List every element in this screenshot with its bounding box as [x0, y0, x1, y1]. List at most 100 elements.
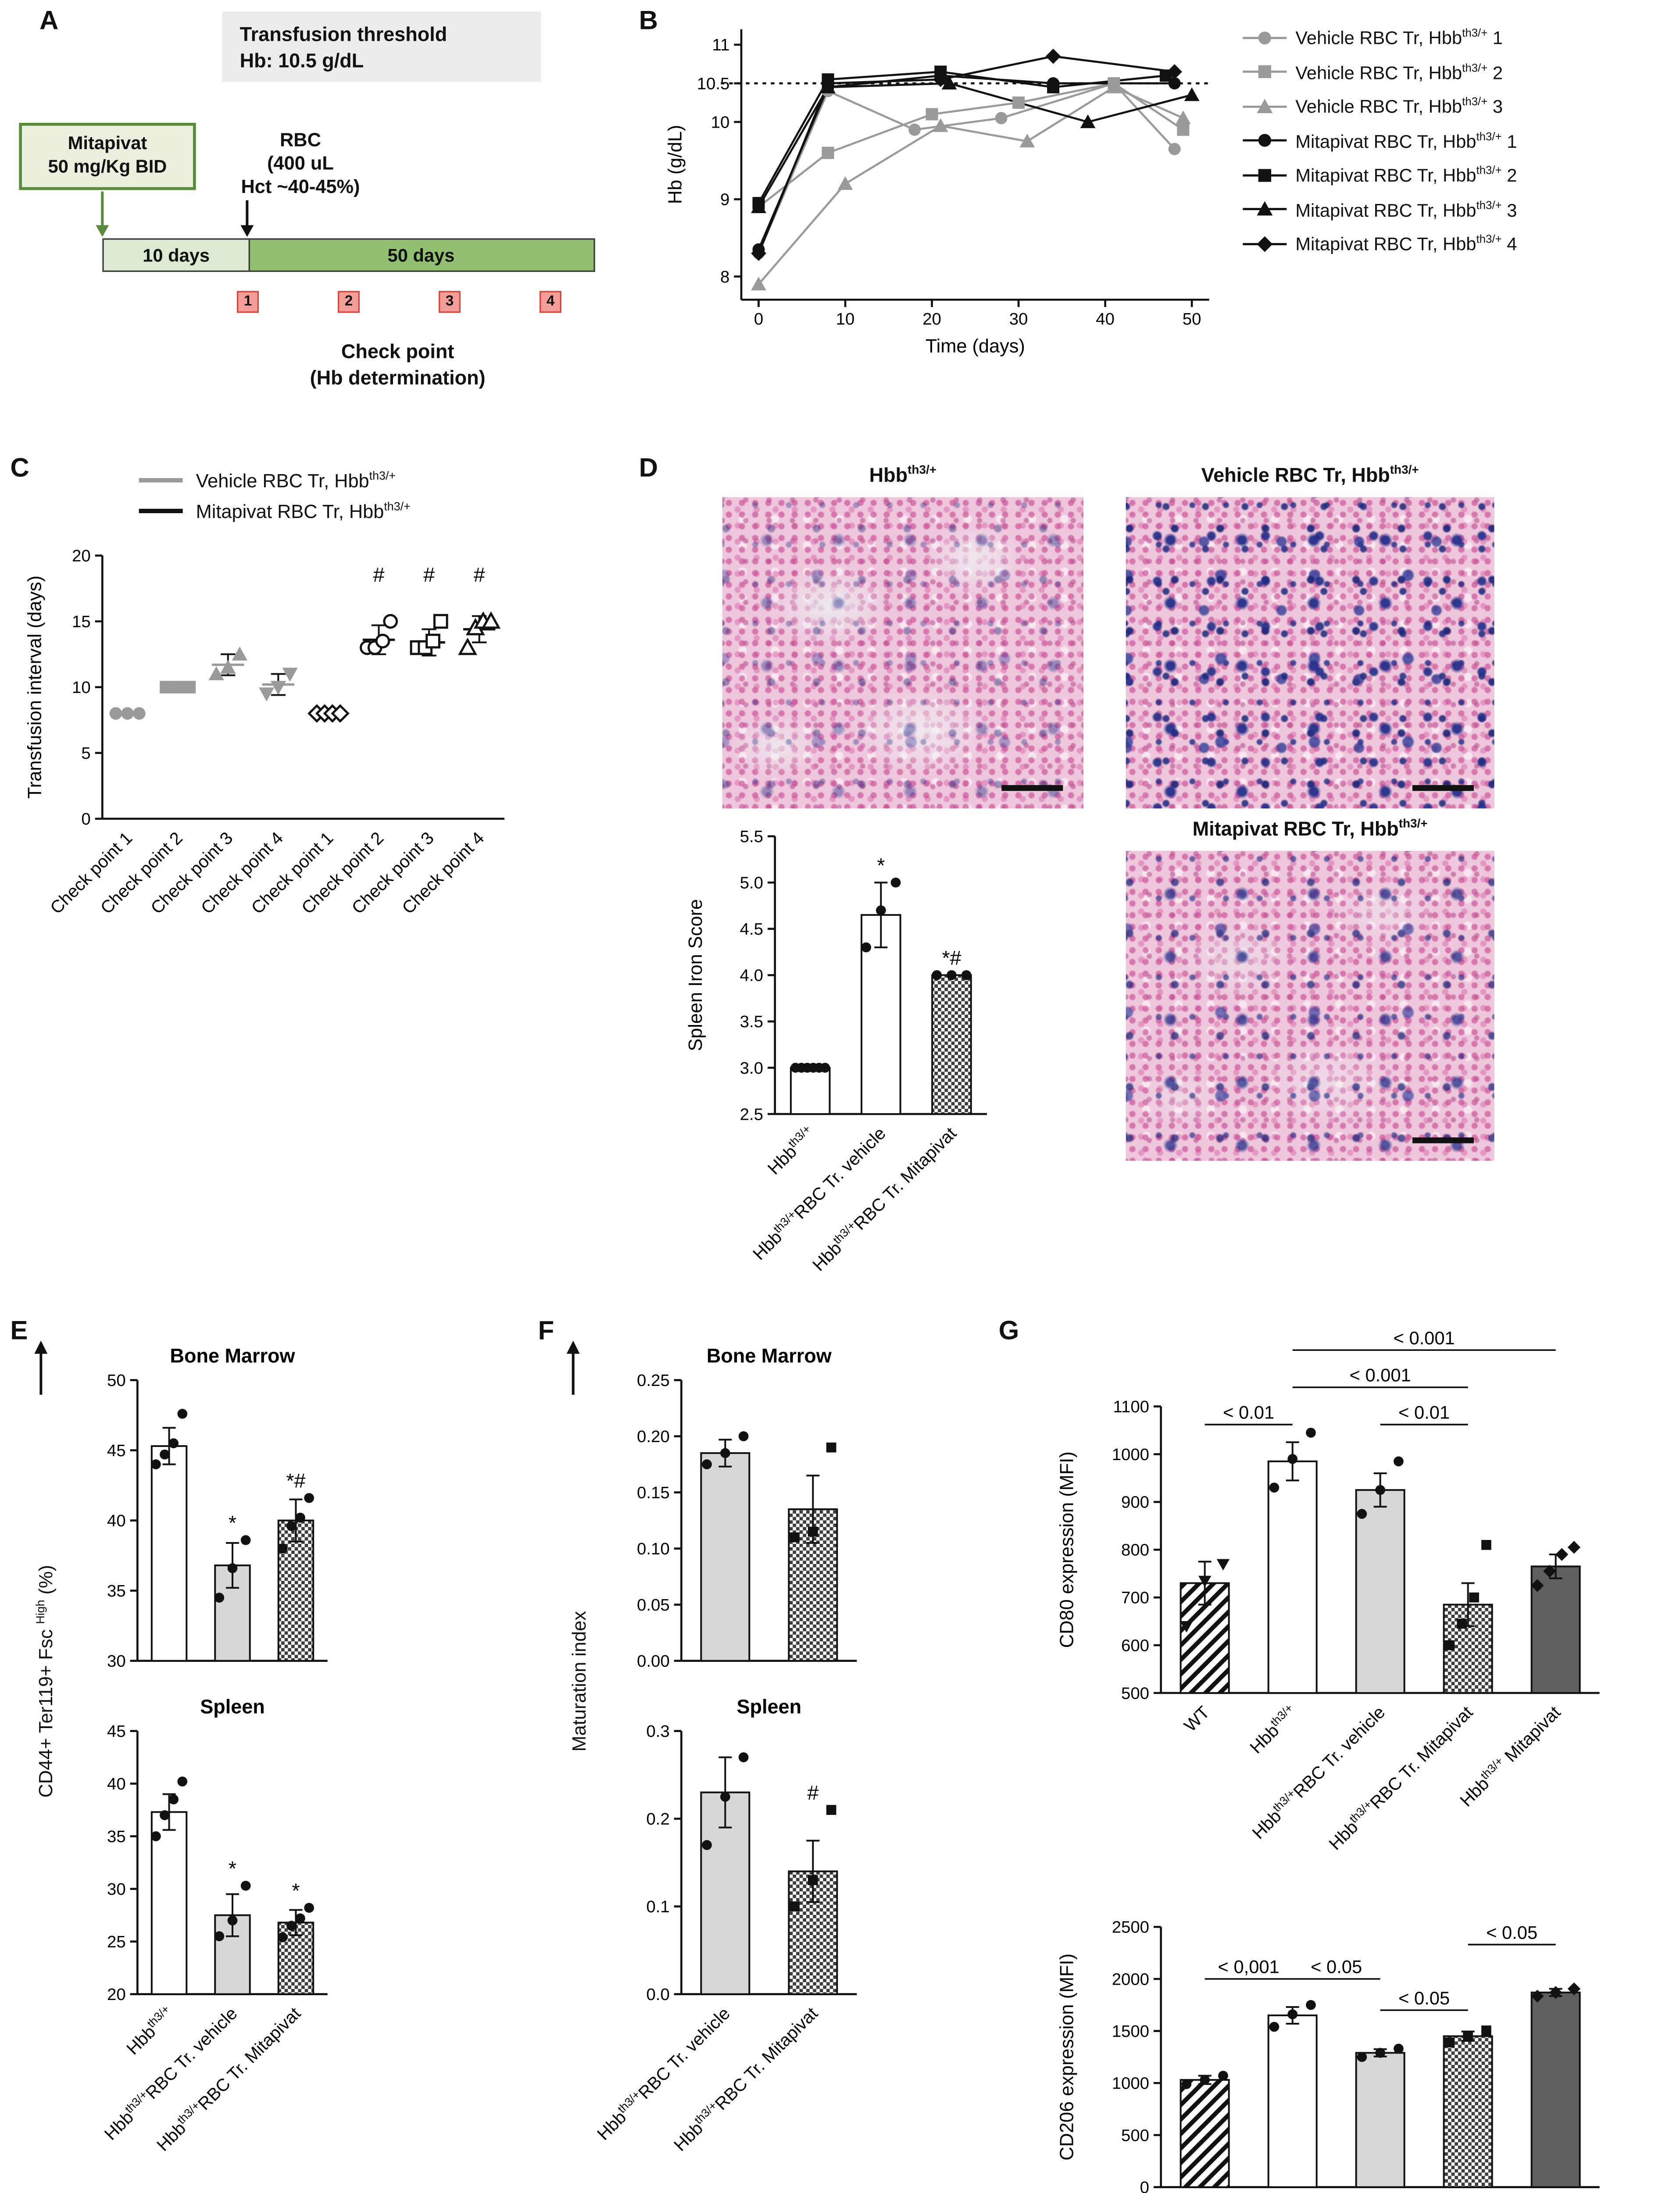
svg-text:Transfusion interval (days): Transfusion interval (days)	[24, 575, 45, 799]
svg-text:< 0.01: < 0.01	[1223, 1402, 1274, 1423]
checkpoint-caption-line2: (Hb determination)	[310, 366, 486, 389]
svg-text:< 0.05: < 0.05	[1311, 1957, 1362, 1977]
histology-image-mitapivat	[1126, 850, 1494, 1161]
svg-text:0.3: 0.3	[646, 1722, 669, 1741]
svg-text:1100: 1100	[1113, 1397, 1149, 1416]
svg-text:0.00: 0.00	[637, 1652, 670, 1671]
svg-text:Hb (g/dL): Hb (g/dL)	[665, 125, 686, 204]
svg-text:#: #	[474, 564, 485, 586]
mitapivat-dose-box: Mitapivat 50 mg/Kg BID	[19, 122, 196, 190]
svg-text:#: #	[807, 1781, 819, 1804]
svg-text:20: 20	[922, 310, 941, 329]
panel-f-ylabel: Maturation index	[568, 1611, 590, 1752]
mitapivat-down-arrow-icon	[96, 191, 109, 237]
svg-text:5: 5	[81, 744, 90, 763]
svg-text:1500: 1500	[1112, 2022, 1149, 2041]
svg-text:35: 35	[107, 1827, 126, 1846]
svg-text:Hbbth3/+: Hbbth3/+	[1245, 1701, 1301, 1757]
svg-text:0.20: 0.20	[637, 1427, 670, 1446]
timeline-seg1-label: 10 days	[143, 245, 210, 265]
legend-item: Mitapivat RBC Tr, Hbbth3/+ 3	[1243, 192, 1676, 226]
legend-item: Vehicle RBC Tr, Hbbth3/+	[139, 465, 411, 496]
svg-text:30: 30	[1009, 310, 1028, 329]
svg-text:0.10: 0.10	[637, 1539, 670, 1558]
svg-text:0.2: 0.2	[646, 1810, 669, 1829]
svg-text:*: *	[292, 1879, 300, 1902]
svg-text:< 0.05: < 0.05	[1398, 1988, 1450, 2008]
panel-a-label: A	[39, 6, 59, 35]
timeline-seg2-label: 50 days	[387, 245, 455, 265]
svg-text:9: 9	[720, 190, 729, 209]
checkpoint-caption: Check point (Hb determination)	[251, 339, 544, 390]
svg-text:45: 45	[107, 1722, 126, 1741]
svg-text:WT: WT	[1180, 1703, 1213, 1736]
svg-text:4.5: 4.5	[740, 920, 763, 939]
svg-text:500: 500	[1121, 1684, 1149, 1703]
threshold-text-line1: Transfusion threshold	[239, 23, 447, 46]
svg-text:35: 35	[107, 1582, 126, 1600]
panel-f-label: F	[538, 1315, 554, 1345]
svg-text:20: 20	[72, 546, 91, 565]
svg-text:Spleen: Spleen	[200, 1696, 265, 1718]
svg-text:0.25: 0.25	[637, 1371, 670, 1390]
svg-text:*: *	[877, 854, 885, 877]
svg-text:20: 20	[107, 1985, 126, 2004]
svg-text:Hbbth3/+RBC Tr. Mitapivat: Hbbth3/+RBC Tr. Mitapivat	[1324, 1701, 1476, 1854]
svg-text:900: 900	[1121, 1493, 1149, 1512]
histology-iron-stain	[1126, 850, 1494, 1161]
svg-text:10: 10	[836, 310, 855, 329]
svg-text:Spleen Iron Score: Spleen Iron Score	[685, 899, 706, 1051]
rbc-line1: RBC	[280, 129, 321, 151]
panel-c-label: C	[10, 453, 29, 482]
svg-text:800: 800	[1121, 1541, 1149, 1560]
svg-text:3.5: 3.5	[740, 1012, 763, 1031]
legend-item: Vehicle RBC Tr, Hbbth3/+ 2	[1243, 55, 1676, 89]
increase-arrow-icon	[34, 1340, 48, 1395]
svg-text:0.1: 0.1	[646, 1897, 669, 1916]
svg-text:40: 40	[1096, 310, 1115, 329]
panel-e-label: E	[10, 1315, 28, 1345]
svg-text:#: #	[373, 564, 385, 586]
rbc-line3: Hct ~40-45%)	[241, 175, 360, 197]
svg-text:50: 50	[1183, 310, 1201, 329]
svg-text:0.0: 0.0	[646, 1985, 669, 2004]
svg-text:0.05: 0.05	[637, 1596, 670, 1614]
panel-d-label: D	[639, 453, 658, 482]
maturation-spleen-chart: 0.0 0.1 0.2 0.3 # Hbbth3/+RBC Tr. vehicleHbbt…	[593, 1696, 857, 2155]
svg-text:Hbbth3/+RBC Tr. Mitapivat: Hbbth3/+RBC Tr. Mitapivat	[808, 1122, 960, 1275]
timeline-segment-10days: 10 days	[102, 238, 250, 272]
svg-text:Bone Marrow: Bone Marrow	[707, 1345, 832, 1367]
rbc-line2: (400 uL	[267, 152, 334, 174]
svg-text:Hbbth3/+: Hbbth3/+	[763, 1122, 819, 1179]
svg-text:< 0.01: < 0.01	[1398, 1402, 1450, 1423]
svg-text:2.5: 2.5	[740, 1105, 763, 1124]
svg-text:10: 10	[72, 678, 91, 697]
svg-text:*#: *#	[942, 946, 961, 969]
svg-text:CD206 expression (MFI): CD206 expression (MFI)	[1057, 1954, 1078, 2161]
checkpoint-3-marker: 3	[438, 291, 461, 313]
svg-text:CD80 expression (MFI): CD80 expression (MFI)	[1057, 1451, 1078, 1648]
svg-text:50: 50	[107, 1371, 126, 1390]
svg-text:Time (days): Time (days)	[926, 336, 1025, 357]
histology-image-hbb	[722, 497, 1083, 809]
histology-title-hbb: Hbbth3/+	[869, 462, 937, 486]
scale-bar	[1412, 1136, 1474, 1143]
panel-b-label: B	[639, 6, 658, 35]
svg-text:1000: 1000	[1112, 2074, 1149, 2093]
svg-text:*#: *#	[286, 1469, 305, 1492]
svg-text:4.0: 4.0	[740, 966, 763, 985]
checkpoint-caption-line1: Check point	[341, 340, 454, 363]
svg-text:600: 600	[1121, 1636, 1149, 1655]
svg-text:2500: 2500	[1112, 1918, 1149, 1937]
svg-text:Spleen: Spleen	[737, 1696, 802, 1718]
hb-chart-legend: Vehicle RBC Tr, Hbbth3/+ 1 Vehicle RBC Tr…	[1243, 21, 1676, 261]
svg-text:Hbbth3/+RBC Tr. Mitapivat: Hbbth3/+RBC Tr. Mitapivat	[669, 2002, 822, 2155]
svg-text:#: #	[423, 564, 435, 586]
svg-text:Hbbth3/+: Hbbth3/+	[122, 2002, 178, 2058]
legend-item: Vehicle RBC Tr, Hbbth3/+ 3	[1243, 89, 1676, 123]
legend-item: Mitapivat RBC Tr, Hbbth3/+ 2	[1243, 158, 1676, 192]
svg-text:10: 10	[711, 113, 730, 132]
checkpoint-2-marker: 2	[337, 291, 360, 313]
